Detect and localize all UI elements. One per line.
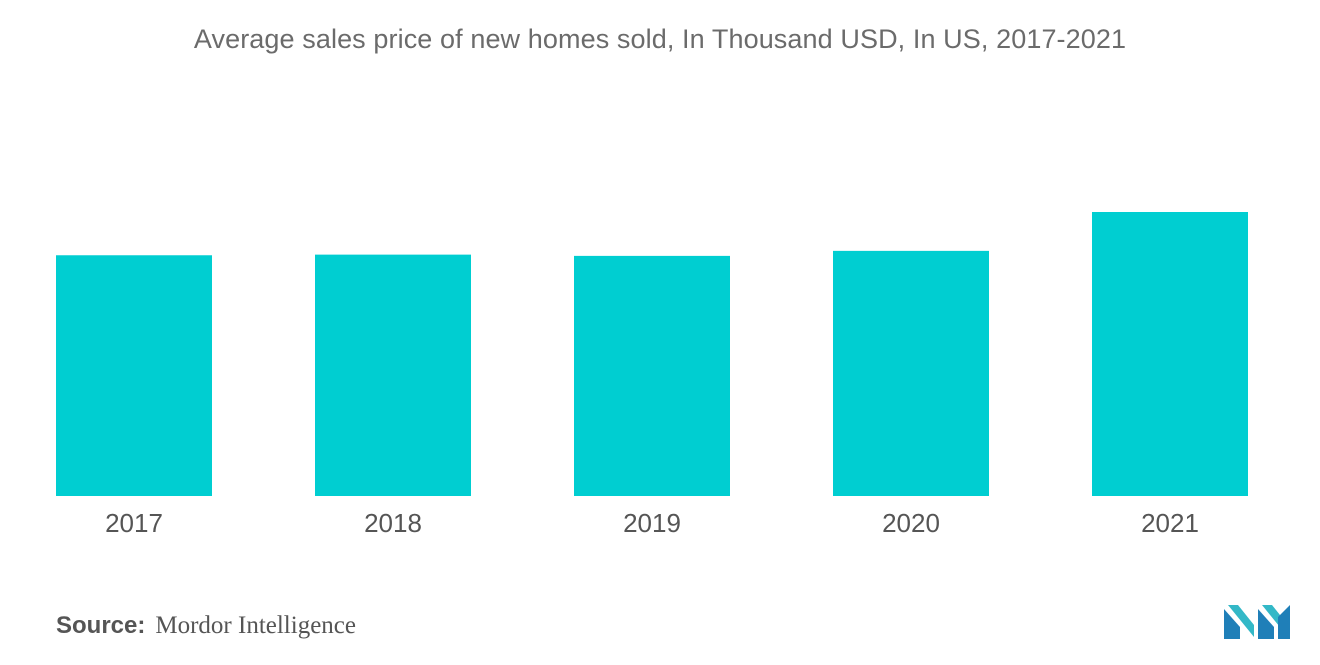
bar-2017 — [56, 255, 212, 496]
bar-2021 — [1092, 212, 1248, 496]
x-tick-labels: 2017 2018 2019 2020 2021 — [105, 508, 1199, 538]
x-tick-label-2021: 2021 — [1141, 508, 1199, 538]
mordor-intelligence-logo-icon — [1224, 605, 1290, 639]
x-tick-label-2018: 2018 — [364, 508, 422, 538]
bar-2018 — [315, 254, 471, 496]
x-tick-label-2019: 2019 — [623, 508, 681, 538]
bar-2019 — [574, 255, 730, 496]
x-tick-label-2020: 2020 — [882, 508, 940, 538]
source-label: Source: — [56, 612, 146, 639]
source-value: Mordor Intelligence — [155, 612, 356, 639]
bar-2020 — [833, 250, 989, 496]
chart-title: Average sales price of new homes sold, I… — [193, 24, 1127, 54]
x-tick-label-2017: 2017 — [105, 508, 163, 538]
source-note: Source: Mordor Intelligence — [56, 612, 356, 640]
bars-layer — [56, 212, 1248, 496]
